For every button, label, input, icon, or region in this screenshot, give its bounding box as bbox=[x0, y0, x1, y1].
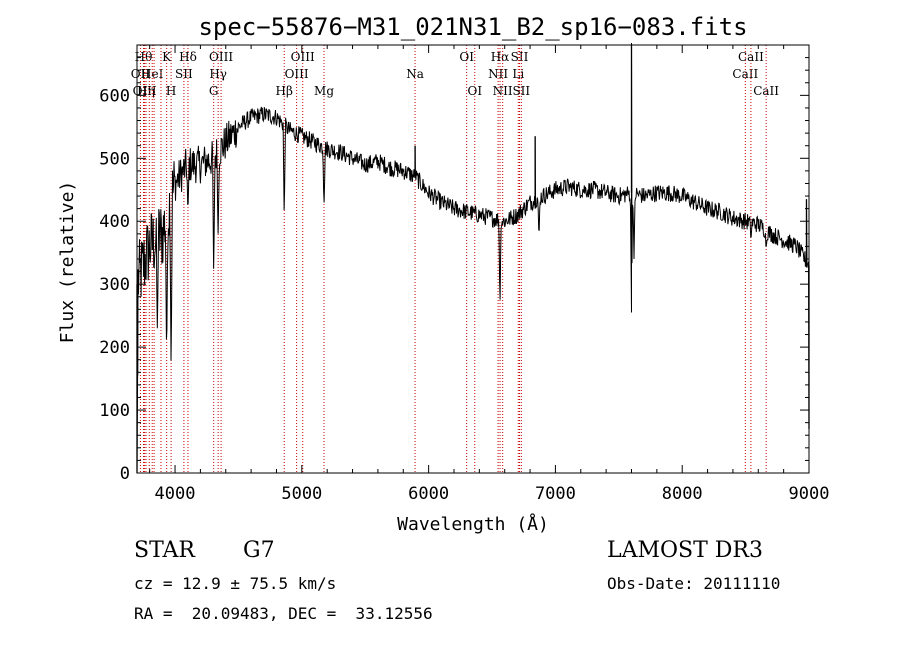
x-tick-label: 7000 bbox=[535, 484, 576, 504]
spectral-line-label: OII bbox=[131, 67, 151, 81]
object-subclass: G7 bbox=[243, 538, 275, 563]
axis-ticks-layer: 4000 5000 6000 7000 8000 9000 0 100 200 300 400 500… bbox=[99, 45, 829, 504]
spectral-line-label: CaII bbox=[738, 50, 764, 64]
spectral-line-label: K bbox=[162, 50, 172, 64]
y-tick-label: 0 bbox=[120, 464, 130, 484]
spectral-line-label: Hθ bbox=[135, 50, 153, 64]
survey-name: LAMOST DR3 bbox=[607, 538, 763, 563]
spectral-line-label: HeI bbox=[141, 67, 164, 81]
spectral-line-label: OIII bbox=[285, 67, 309, 81]
spectrum-layer bbox=[136, 42, 810, 474]
x-tick-label: 6000 bbox=[408, 484, 449, 504]
spectral-line-label: H bbox=[166, 84, 176, 98]
spectral-line-label: Li bbox=[512, 67, 524, 81]
x-tick-label: 4000 bbox=[155, 484, 196, 504]
x-tick-label: 5000 bbox=[281, 484, 322, 504]
spectral-line-label: Na bbox=[406, 67, 424, 81]
redshift-readout: cz = 12.9 ± 75.5 km/s bbox=[134, 574, 337, 593]
plot-frame bbox=[136, 44, 810, 474]
y-tick-label: 600 bbox=[99, 86, 130, 106]
y-tick-label: 200 bbox=[99, 338, 130, 358]
y-tick-label: 500 bbox=[99, 149, 130, 169]
spectral-line-label: CaII bbox=[732, 67, 758, 81]
spectral-line-label: SII bbox=[175, 67, 193, 81]
spectral-line-label: SII bbox=[512, 84, 530, 98]
spectral-line-label: OIII bbox=[291, 50, 315, 64]
x-axis-label: Wavelength (Å) bbox=[397, 513, 549, 535]
y-tick-label: 400 bbox=[99, 212, 130, 232]
x-tick-label: 8000 bbox=[662, 484, 703, 504]
spectral-line-label: NII bbox=[488, 67, 508, 81]
spectral-line-label: OIII bbox=[209, 50, 233, 64]
spectral-line-label: Hα bbox=[491, 50, 510, 64]
object-class: STAR bbox=[134, 538, 195, 563]
chart-title: spec−55876−M31_021N31_B2_sp16−083.fits bbox=[198, 13, 747, 41]
spectral-line-label: G bbox=[209, 84, 219, 98]
coordinates-readout: RA = 20.09483, DEC = 33.12556 bbox=[134, 604, 433, 623]
x-tick-label: 9000 bbox=[789, 484, 830, 504]
spectral-line-label: Hβ bbox=[276, 84, 293, 98]
spectrum-trace bbox=[136, 42, 810, 474]
spectral-line-label: OI bbox=[467, 84, 482, 98]
spectral-line-label: OIII bbox=[133, 84, 157, 98]
line-markers-layer: OIIHθOIIIHηHeIKHSIIHδGHγOIIIHβOIIIOIIIMg… bbox=[131, 45, 779, 473]
y-tick-label: 300 bbox=[99, 275, 130, 295]
spectral-line-label: Mg bbox=[314, 84, 334, 98]
spectral-line-label: Hδ bbox=[179, 50, 197, 64]
spectral-line-label: NII bbox=[493, 84, 513, 98]
spectral-line-label: SII bbox=[511, 50, 529, 64]
obs-date-readout: Obs-Date: 20111110 bbox=[607, 574, 781, 593]
y-tick-label: 100 bbox=[99, 401, 130, 421]
spectral-line-label: OI bbox=[459, 50, 474, 64]
y-axis-label: Flux (relative) bbox=[57, 181, 78, 344]
spectral-line-label: CaII bbox=[753, 84, 779, 98]
spectral-line-label: Hγ bbox=[209, 67, 227, 81]
spectral-line-label: Hη bbox=[137, 84, 155, 98]
